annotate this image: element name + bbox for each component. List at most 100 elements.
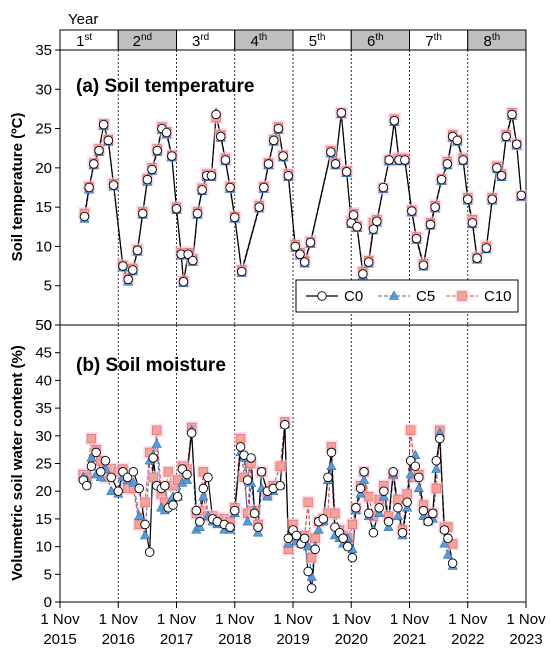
c0-marker <box>368 224 379 234</box>
c0-marker <box>452 135 463 146</box>
c0-marker <box>198 483 209 494</box>
c0-marker <box>317 291 327 301</box>
c5-marker <box>405 468 416 479</box>
year-number: 7 <box>425 33 433 50</box>
panel-b-title: (b) Soil moisture <box>76 355 226 376</box>
c0-marker <box>171 203 182 214</box>
c0-marker <box>100 455 111 466</box>
c0-marker <box>507 109 517 120</box>
c0-marker <box>428 508 438 519</box>
c5-marker <box>392 510 403 520</box>
legend-label-c0: C0 <box>344 288 363 305</box>
x-tick-label-top: 1 Nov <box>506 611 546 628</box>
c0-marker <box>418 505 429 516</box>
c5-marker <box>242 516 253 526</box>
y-tick-label: 35 <box>35 400 52 417</box>
legend-label-c5: C5 <box>416 288 435 305</box>
c0-marker <box>79 211 90 222</box>
c10-marker <box>148 472 158 482</box>
c0-marker <box>411 233 422 244</box>
y-tick-label: 0 <box>44 594 52 611</box>
c0-marker <box>256 467 267 477</box>
year-number: 3 <box>192 33 200 50</box>
year-number: 4 <box>251 33 259 50</box>
c0-marker <box>407 206 417 216</box>
c0-marker <box>188 255 198 266</box>
c0-marker <box>147 164 157 175</box>
c0-marker <box>253 522 263 532</box>
c0-marker <box>197 185 207 195</box>
c0-marker <box>229 505 240 516</box>
series-group-a <box>77 106 528 288</box>
c0-marker <box>269 135 279 146</box>
c0-marker <box>511 139 522 150</box>
markers-c0 <box>79 108 527 287</box>
c0-marker <box>435 433 445 444</box>
y-tick-label: 20 <box>35 483 52 500</box>
y-axis-a: 0 5 10 15 20 25 30 35 <box>35 42 60 334</box>
c5-marker <box>439 538 450 548</box>
year-number: 1 <box>76 33 84 50</box>
c0-marker <box>496 170 507 181</box>
c0-marker <box>336 108 347 118</box>
x-tick-label-top: 1 Nov <box>448 611 488 628</box>
c0-marker <box>442 159 453 169</box>
c0-marker <box>347 552 358 563</box>
c5-marker <box>431 463 442 473</box>
c5-marker <box>198 491 209 501</box>
c0-marker <box>291 530 302 541</box>
year-strip-cells: 1st 2nd 3rd 4th 5th 6th 7th 8th <box>59 29 527 51</box>
c10-marker <box>406 425 416 435</box>
c0-marker <box>191 505 202 516</box>
c10-marker <box>457 291 467 301</box>
c0-marker <box>436 174 447 185</box>
c0-marker <box>229 212 240 223</box>
c10-marker <box>347 519 358 530</box>
c0-marker <box>118 261 128 271</box>
year-suffix: th <box>259 32 267 43</box>
c0-marker <box>402 497 412 508</box>
year-number: 6 <box>367 33 375 50</box>
panel-soil-moisture: 0 5 10 15 20 25 30 35 40 45 50 (b) Soil moisture V… <box>9 317 527 611</box>
c0-marker <box>393 503 403 513</box>
c0-marker <box>144 547 155 557</box>
year-cell-label: 7th <box>425 32 442 50</box>
c0-marker <box>242 475 253 485</box>
c0-marker <box>303 566 313 577</box>
x-tick-label-bottom: 2021 <box>393 631 426 648</box>
year-suffix: rd <box>200 32 209 43</box>
x-axis: 1 Nov 2015 1 Nov 2016 1 Nov 2017 1 Nov 2018 1 No… <box>40 602 546 648</box>
year-number: 5 <box>309 33 317 50</box>
year-cell-label: 4th <box>251 32 268 50</box>
c10-marker <box>447 539 458 549</box>
year-strip: Year 1st 2nd 3rd 4th 5th 6th 7th 8th <box>59 11 527 51</box>
y-tick-label: 5 <box>44 566 52 583</box>
c0-marker <box>263 159 274 169</box>
c0-marker <box>192 208 203 219</box>
c0-marker <box>330 159 341 169</box>
c0-marker <box>447 558 458 568</box>
x-tick-label-bottom: 2022 <box>451 631 484 648</box>
c0-marker <box>259 182 269 193</box>
c10-marker <box>86 433 97 444</box>
c0-marker <box>225 522 235 532</box>
c5-marker <box>134 510 145 520</box>
c0-marker <box>400 155 410 165</box>
c5-marker <box>151 438 162 448</box>
c0-marker <box>418 260 429 271</box>
c0-marker <box>94 145 104 156</box>
x-tick-label-bottom: 2018 <box>218 631 251 648</box>
c0-marker <box>161 127 172 138</box>
x-tick-label-top: 1 Nov <box>215 611 255 628</box>
c5-marker <box>410 449 421 459</box>
c5-marker <box>413 482 424 493</box>
y-tick-label: 10 <box>35 539 52 556</box>
c0-marker <box>363 508 374 519</box>
c0-marker <box>254 202 264 212</box>
c0-marker <box>96 467 106 477</box>
c0-marker <box>318 514 329 524</box>
c5-marker <box>442 549 454 559</box>
legend: C0 C5 C10 <box>295 279 519 313</box>
c0-marker <box>235 442 246 452</box>
c0-marker <box>358 269 368 279</box>
